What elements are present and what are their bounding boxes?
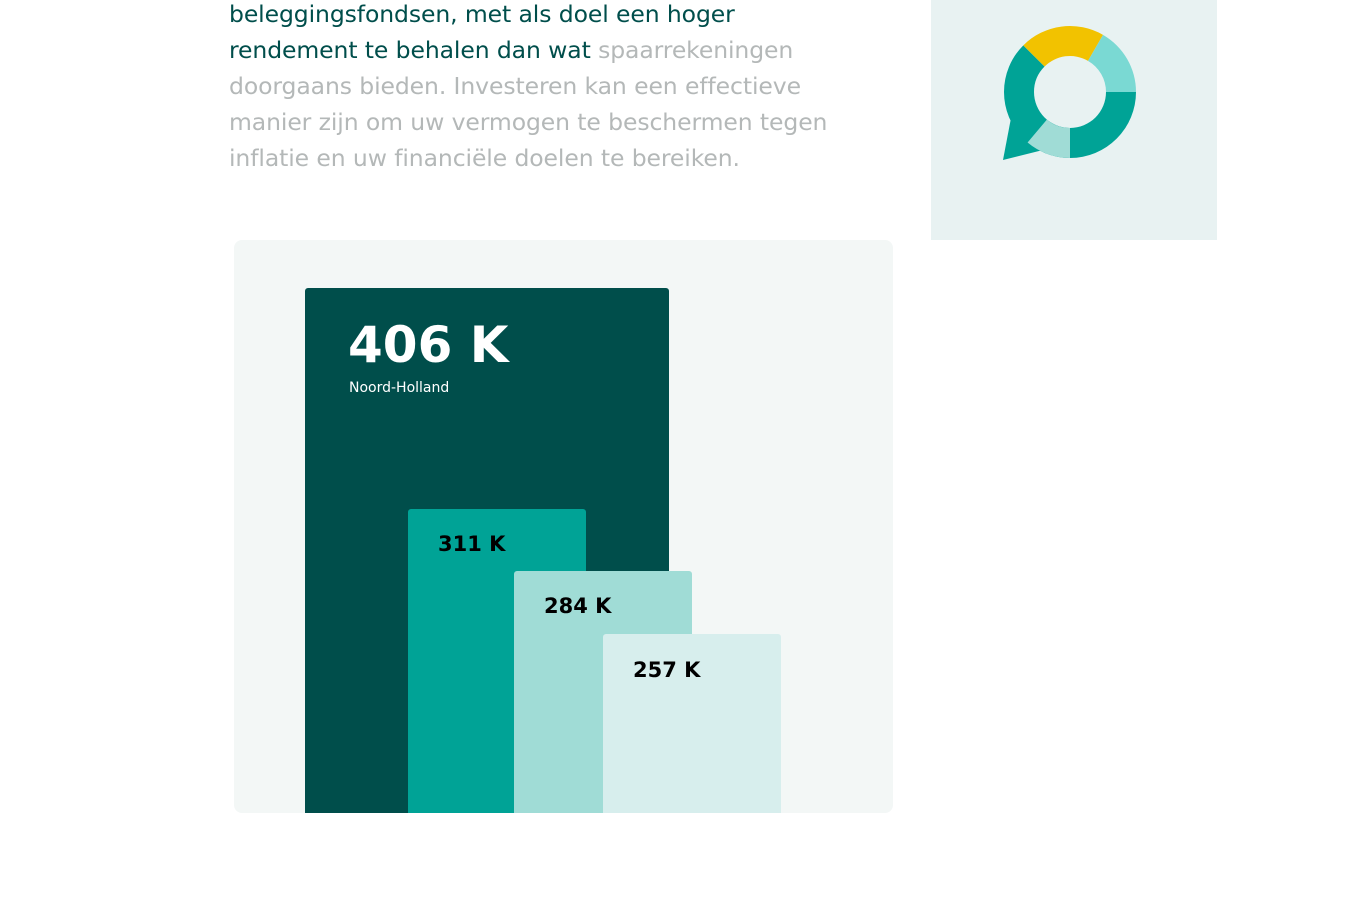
logo-segment-teal-upper [1004,45,1045,92]
chart-value-label: 257 K [633,658,701,682]
intro-muted-text: spaarrekeningen doorgaans bieden. Invest… [229,36,828,172]
intro-highlighted-text: beleggingsfondsen, met als doel een hoge… [229,0,735,64]
logo-segment-yellow [1023,25,1103,67]
chart-value-label: 284 K [544,594,612,618]
logo-panel [931,0,1217,240]
logo-tail [1003,118,1043,160]
chart-panel: 406 K Noord-Holland 311 K 284 K 257 K [234,240,893,813]
chart-value-label: 406 K [348,316,509,374]
intro-paragraph: beleggingsfondsen, met als doel een hoge… [229,0,869,176]
chart-bar-257: 257 K [603,634,781,813]
logo-segment-teal-bottom [1070,92,1136,158]
chart-category-label: Noord-Holland [349,380,450,396]
logo-segment-pale [1027,119,1070,158]
chat-donut-logo-icon [1003,25,1136,160]
chart-value-label: 311 K [438,532,506,556]
logo-segment-light-teal [1088,34,1136,92]
